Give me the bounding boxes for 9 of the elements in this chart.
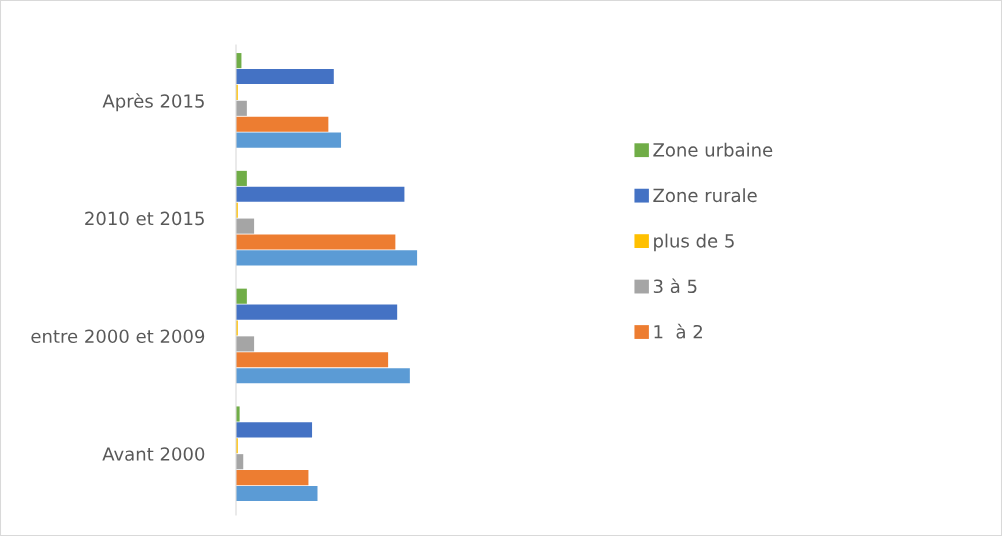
y-tick-label: entre 2000 et 2009 [31,329,205,344]
legend-label: plus de 5 [654,233,734,252]
legend-label: 3 à 5 [653,278,697,294]
legend-label: 1 à 2 [654,323,702,339]
legend-label: Zone rurale [653,188,757,203]
y-tick-label: Avant 2000 [102,447,205,461]
legend-label: Zone urbaine [653,142,773,157]
y-tick-label: 2010 et 2015 [85,211,204,226]
y-tick-label: Après 2015 [102,93,204,112]
